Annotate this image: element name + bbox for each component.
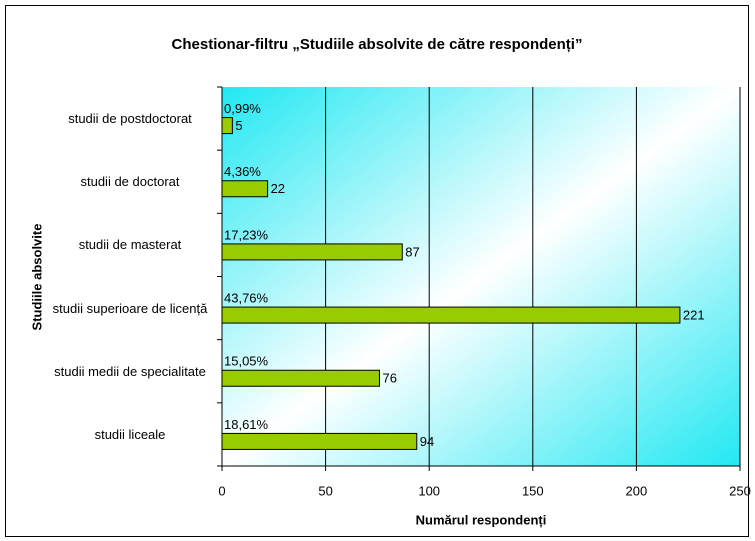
share-label: 4,36% — [224, 164, 261, 179]
x-tick-label: 150 — [522, 483, 544, 498]
bar — [221, 243, 403, 261]
share-label: 15,05% — [224, 354, 269, 369]
y-tick-label: studii superioare de licență — [52, 300, 208, 316]
y-tick-label: studii de postdoctorat — [68, 111, 192, 127]
share-label: 17,23% — [224, 227, 269, 242]
value-label: 76 — [382, 371, 396, 386]
x-tick-label: 200 — [626, 483, 648, 498]
share-label: 43,76% — [224, 291, 269, 306]
bar — [221, 306, 681, 324]
x-tick-label: 100 — [418, 483, 440, 498]
value-label: 221 — [683, 308, 705, 323]
plot-area — [222, 87, 740, 466]
x-tick-label: 0 — [218, 483, 225, 498]
share-label: 18,61% — [224, 417, 269, 432]
y-axis-label: Studiile absolvite — [29, 224, 44, 331]
share-label: 0,99% — [224, 101, 261, 116]
bar — [221, 117, 233, 135]
value-label: 22 — [271, 181, 285, 196]
bar — [221, 369, 380, 387]
y-tick-label: studii medii de specialitate — [54, 363, 206, 379]
value-label: 87 — [405, 244, 419, 259]
y-tick-label: studii de masterat — [78, 237, 182, 253]
y-tick-label: studii de doctorat — [80, 174, 180, 190]
value-label: 5 — [235, 118, 242, 133]
bar — [221, 180, 269, 198]
chart-title: Chestionar-filtru „Studiile absolvite de… — [172, 36, 583, 53]
x-tick-label: 50 — [318, 483, 332, 498]
y-tick-label: studii liceale — [94, 426, 166, 442]
x-axis-label: Numărul respondenți — [416, 512, 547, 527]
x-tick-label: 250 — [729, 483, 751, 498]
value-label: 94 — [420, 434, 434, 449]
bar — [221, 432, 418, 450]
